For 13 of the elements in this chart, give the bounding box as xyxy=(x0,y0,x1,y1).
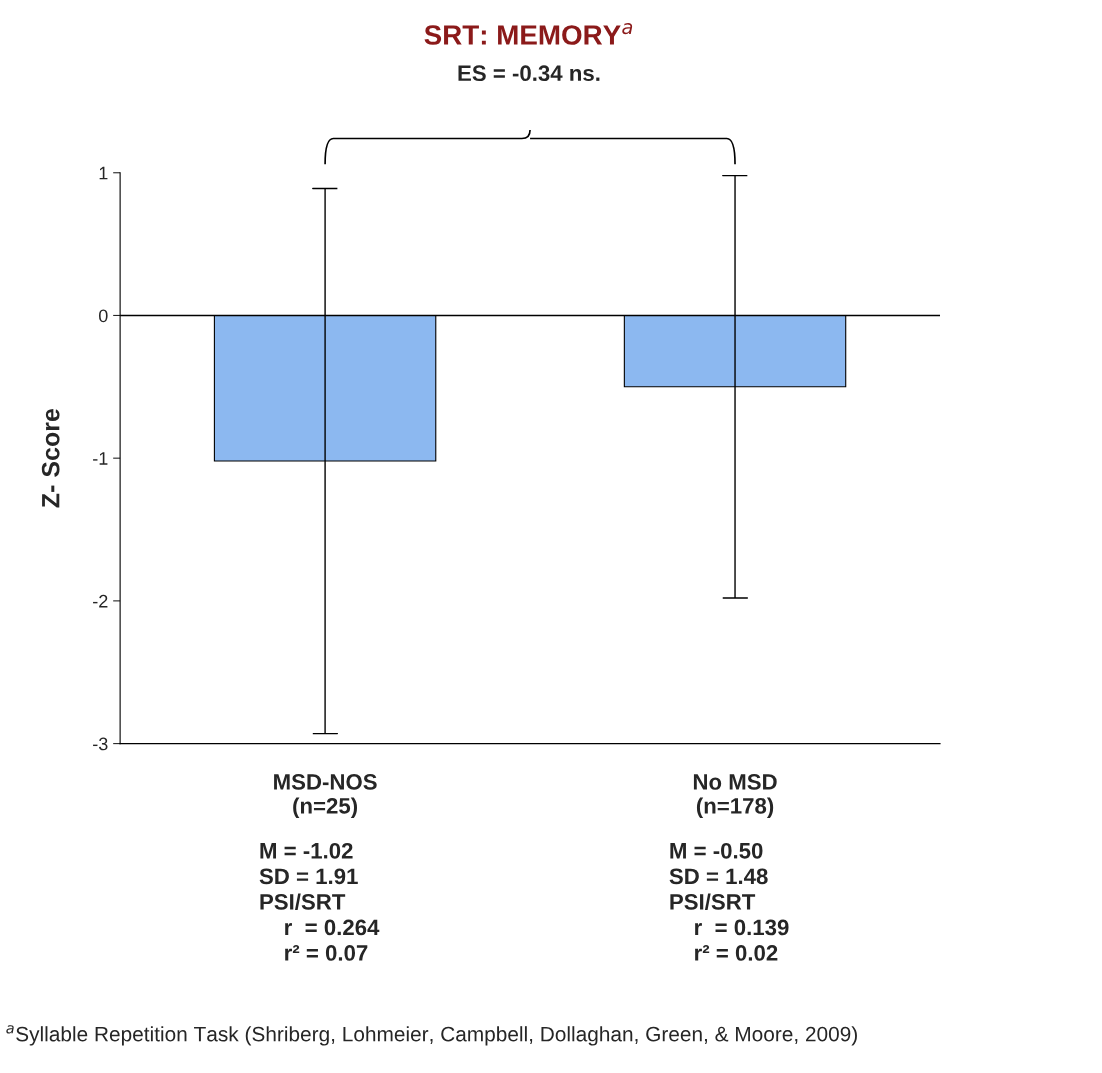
x-tick-label: No MSD (n=178) xyxy=(693,774,777,819)
x-tick-label: MSD-NOS (n=25) xyxy=(274,774,377,819)
y-tick-label: 1 xyxy=(99,166,108,180)
y-tick-label: -1 xyxy=(93,452,108,465)
chart-title: SRT: MEMORY$^{a}$ xyxy=(424,23,633,45)
text: $^{a}$Syllable Repetition Task (Shriberg, Lohmeier, Campbell, Dollaghan, Green, & Moore, 2009) xyxy=(6,1025,857,1046)
y-axis-title: Z- Score xyxy=(41,409,60,508)
y-tick-label: 0 xyxy=(98,309,108,323)
text: M = -0.50 SD = 1.48 PSI/SRT r = 0.139 r² = 0.02 xyxy=(669,842,789,961)
y-tick-label: -3 xyxy=(93,737,108,751)
chart-subtitle: ES = -0.34 ns. xyxy=(458,65,600,82)
y-tick-label: -2 xyxy=(93,594,108,608)
text: M = -1.02 SD = 1.91 PSI/SRT r = 0.264 r² = 0.07 xyxy=(259,842,380,961)
